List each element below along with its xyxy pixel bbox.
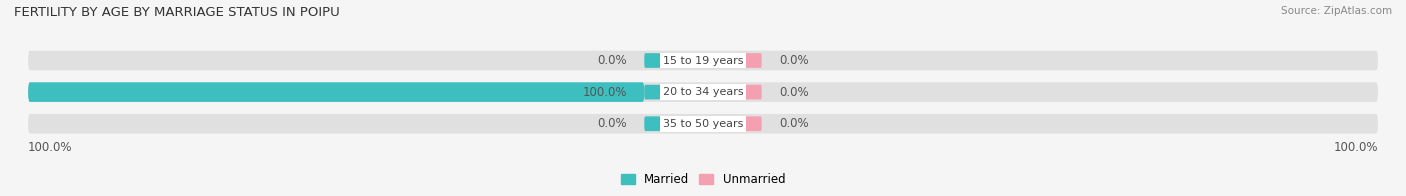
Text: 0.0%: 0.0% [779,117,808,130]
Text: FERTILITY BY AGE BY MARRIAGE STATUS IN POIPU: FERTILITY BY AGE BY MARRIAGE STATUS IN P… [14,6,340,19]
Text: 20 to 34 years: 20 to 34 years [662,87,744,97]
FancyBboxPatch shape [28,82,644,102]
Text: Source: ZipAtlas.com: Source: ZipAtlas.com [1281,6,1392,16]
Text: 100.0%: 100.0% [1333,141,1378,154]
FancyBboxPatch shape [644,116,692,131]
Text: 0.0%: 0.0% [779,86,808,99]
FancyBboxPatch shape [28,82,1378,102]
Text: 0.0%: 0.0% [779,54,808,67]
FancyBboxPatch shape [714,53,762,68]
Text: 35 to 50 years: 35 to 50 years [662,119,744,129]
FancyBboxPatch shape [28,114,1378,133]
Text: 100.0%: 100.0% [582,86,627,99]
FancyBboxPatch shape [714,85,762,99]
Text: 100.0%: 100.0% [28,141,73,154]
Legend: Married, Unmarried: Married, Unmarried [620,173,786,186]
FancyBboxPatch shape [644,53,692,68]
FancyBboxPatch shape [28,51,1378,70]
FancyBboxPatch shape [644,85,692,99]
Text: 15 to 19 years: 15 to 19 years [662,55,744,65]
FancyBboxPatch shape [714,116,762,131]
Text: 0.0%: 0.0% [598,54,627,67]
Text: 0.0%: 0.0% [598,117,627,130]
